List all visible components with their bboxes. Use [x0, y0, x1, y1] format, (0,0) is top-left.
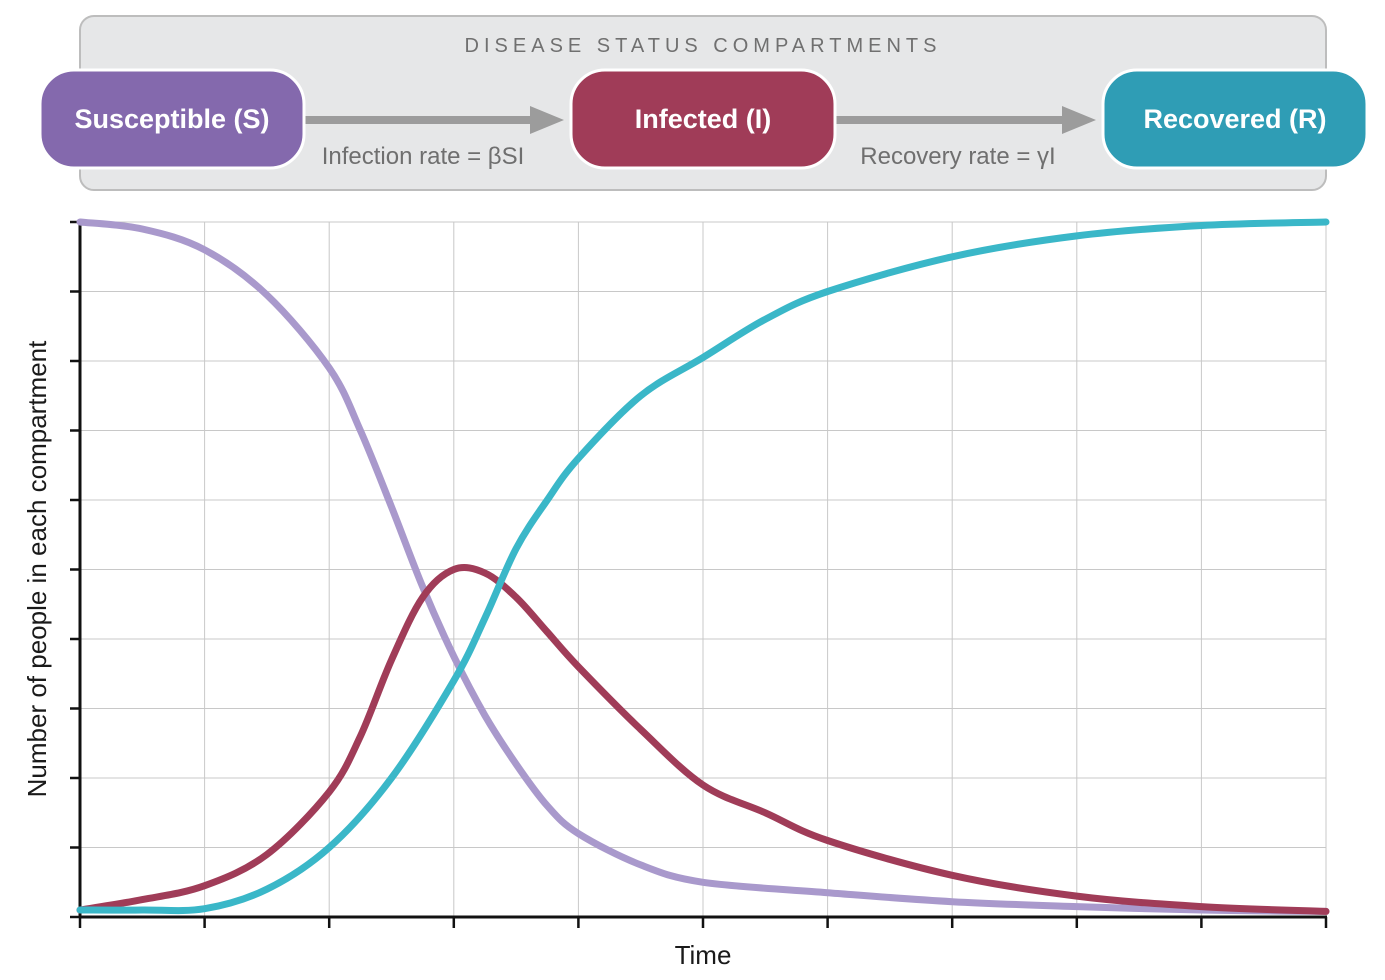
chart-axes	[70, 220, 1328, 928]
chart-series	[76, 218, 1330, 915]
diagram-title: DISEASE STATUS COMPARTMENTS	[465, 35, 942, 57]
chart: Time Number of people in each compartmen…	[22, 218, 1330, 970]
compartment-infected-label: Infected (I)	[635, 104, 772, 134]
x-axis-label: Time	[675, 940, 732, 970]
recovery-rate-label: Recovery rate = γI	[860, 143, 1055, 170]
compartment-susceptible-label: Susceptible (S)	[74, 104, 269, 134]
compartment-infected: Infected (I)	[569, 68, 837, 170]
series-line-susceptible	[76, 218, 1330, 915]
compartment-diagram: DISEASE STATUS COMPARTMENTS Susceptible …	[38, 15, 1369, 191]
recovery-arrow	[836, 106, 1096, 134]
infection-rate-label: Infection rate = βSI	[322, 143, 525, 170]
chart-grid	[79, 221, 1327, 918]
compartment-recovered: Recovered (R)	[1101, 68, 1369, 170]
y-axis-label: Number of people in each compartment	[22, 340, 52, 797]
compartment-recovered-label: Recovered (R)	[1143, 104, 1326, 134]
series-line-infected	[76, 564, 1330, 915]
infection-arrow	[305, 106, 564, 134]
compartment-susceptible: Susceptible (S)	[38, 68, 306, 170]
series-line-recovered	[76, 218, 1330, 915]
